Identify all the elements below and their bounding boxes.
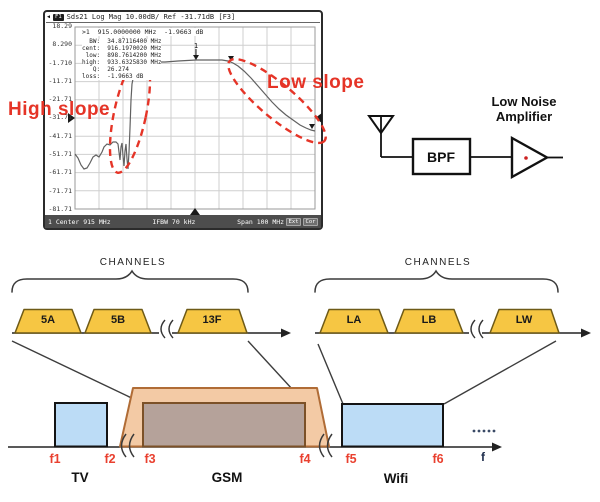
y-label: -21.71 [48,95,72,104]
channels-title-right: CHANNELS [404,257,472,268]
channel-5b-shape [84,308,152,334]
frequency-axis-arrow [492,442,502,452]
amplifier-triangle [510,135,550,180]
channel-lb-shape [394,308,464,334]
wifi-band-rect [341,403,444,448]
channel-trapezoids [14,308,560,334]
s21-trace [74,59,316,170]
amplifier-dot [524,156,528,160]
right-axis-arrow [581,328,591,338]
channels-title-left: CHANNELS [99,257,167,268]
lna-label: Low Noise Amplifier [491,94,557,124]
freq-label-f4: f4 [299,452,311,466]
status-badge-cor: Cor [303,217,318,226]
y-label: 18.29 [52,22,72,30]
analyzer-title: Sds21 Log Mag 10.00dB/ Ref -31.71dB [F3] [66,13,236,21]
freq-label-f2: f2 [104,452,116,466]
freq-label-f1: f1 [49,452,61,466]
y-label: -1.710 [48,58,72,67]
left-axis-arrow [281,328,291,338]
channel-13f-label: 13F [202,314,222,326]
high-slope-annotation: High slope [8,99,111,120]
analyzer-title-bar: ◀ F1 Sds21 Log Mag 10.00dB/ Ref -31.71dB… [46,12,320,23]
freq-label-f5: f5 [345,452,357,466]
status-span: Span 100 MHz [237,217,285,226]
gsm-band-label: GSM [211,470,243,485]
gsm-inner-band [142,402,306,448]
channel-lw-label: LW [515,314,533,326]
marker-1-label: 1 [193,42,199,50]
channel-5b-label: 5B [110,314,126,326]
ref-level-marker-left [68,113,75,123]
y-label: -31.71 [48,113,72,122]
status-badge-ext: Ext [286,217,302,226]
frequency-axis-label: f [481,450,485,464]
channel-lb-label: LB [421,314,437,326]
y-label: -51.71 [48,150,72,159]
left-channels-brace [11,269,249,293]
center-freq-marker [190,208,200,215]
y-label: -71.71 [48,186,72,195]
channel-5a-shape [14,308,82,334]
status-ifbw: IFBW 70 kHz [152,217,196,226]
low-slope-annotation: Low slope [267,72,365,93]
channel-5a-label: 5A [40,314,56,326]
channel-13f-shape [177,308,248,334]
low-slope-ellipse [227,57,327,145]
trace-badge: F1 [53,13,64,21]
y-label: -81.71 [48,204,72,213]
frequency-axis-breaks [120,433,333,458]
tv-band-rect [54,402,108,448]
channel-braces [11,269,559,293]
y-label: -61.71 [48,168,72,177]
right-channels-brace [314,269,559,293]
y-label: -11.71 [48,76,72,85]
channel-la-label: LA [346,314,362,326]
freq-label-f6: f6 [432,452,444,466]
status-center-freq: 1 Center 915 MHz [48,217,111,226]
y-label: 8.290 [52,40,72,49]
analyzer-y-axis-labels: 18.29 8.290 -1.710 -11.71 -21.71 -31.71 … [40,23,72,213]
tv-band-label: TV [71,470,89,485]
y-label: -41.71 [48,131,72,140]
wifi-band-label: Wifi [383,471,409,486]
channel-lw-shape [489,308,560,334]
bandwidth-stats-readout: BW: 34.87116400 MHz cent: 916.1970020 MH… [82,38,162,81]
channel-la-shape [319,308,389,334]
ellipsis-dots [472,429,496,433]
ref-level-marker-right [315,113,322,123]
rf-front-end-diagram [367,115,563,180]
bpf-label: BPF [427,149,455,165]
analyzer-status-bar: 1 Center 915 MHz IFBW 70 kHz Span 100 MH… [45,215,321,228]
freq-label-f3: f3 [144,452,156,466]
trace-marker-icon: ◀ [47,13,51,20]
channel-axis-breaks [159,319,484,339]
marker-readout: >1 915.0000000 MHz -1.9663 dB [82,28,204,36]
